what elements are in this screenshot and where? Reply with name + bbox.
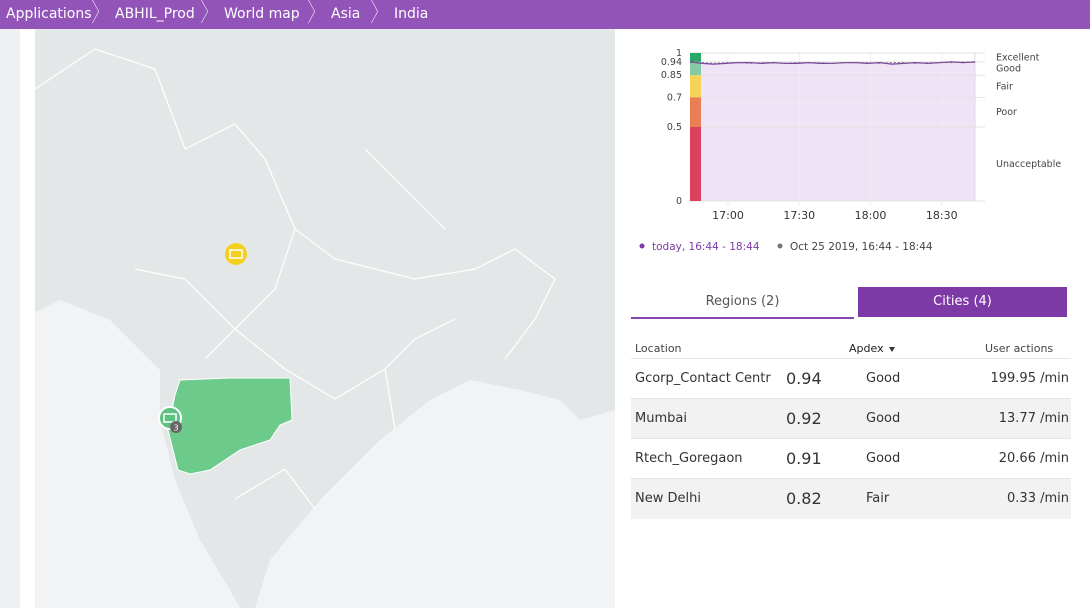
- marker-icon: [163, 413, 177, 423]
- breadcrumb[interactable]: World map: [224, 6, 300, 22]
- column-header[interactable]: Apdex: [849, 342, 884, 355]
- highlighted-region[interactable]: [167, 377, 293, 475]
- table-row[interactable]: Gcorp_Contact Centr 0.94 Good 199.95 /min: [631, 358, 1071, 399]
- tab[interactable]: Regions (2): [631, 287, 854, 319]
- sea: [35, 300, 240, 608]
- marker-icon: [229, 249, 243, 259]
- legend-label: Oct 25 2019, 16:44 - 18:44: [790, 241, 933, 253]
- rating: Good: [866, 371, 901, 386]
- y-tick-label: 0.5: [667, 122, 682, 133]
- legend-dot: [639, 243, 645, 249]
- table-row[interactable]: Mumbai 0.92 Good 13.77 /min: [631, 398, 1071, 439]
- apdex-band: [690, 127, 701, 201]
- apdex-band: [690, 53, 701, 62]
- line: [690, 61, 976, 64]
- band-label: Unacceptable: [996, 159, 1061, 170]
- table-row[interactable]: New Delhi 0.82 Fair 0.33 /min: [631, 478, 1071, 519]
- borders: [35, 48, 556, 510]
- column-header[interactable]: User actions: [985, 342, 1054, 355]
- sea: [255, 380, 615, 608]
- user-actions: 199.95 /min: [990, 371, 1069, 386]
- cluster-count: 3: [173, 424, 178, 433]
- user-actions: 13.77 /min: [998, 411, 1069, 426]
- x-tick-label: 17:30: [783, 209, 815, 222]
- breadcrumb[interactable]: Asia: [331, 6, 361, 22]
- user-actions: 20.66 /min: [998, 451, 1069, 466]
- apdex: 0.94: [786, 369, 822, 388]
- rating: Good: [866, 411, 901, 426]
- table-row[interactable]: Rtech_Goregaon 0.91 Good 20.66 /min: [631, 438, 1071, 479]
- location: Rtech_Goregaon: [635, 451, 743, 466]
- apdex-band: [690, 61, 701, 76]
- separator: [301, 0, 316, 24]
- sort-arrow: [889, 347, 895, 352]
- y-tick-label: 0: [676, 196, 682, 207]
- band-label: Fair: [996, 81, 1013, 92]
- apdex: 0.82: [786, 489, 822, 508]
- legend-label: today, 16:44 - 18:44: [652, 241, 760, 253]
- breadcrumb[interactable]: India: [394, 6, 429, 22]
- x-tick-label: 18:00: [855, 209, 887, 222]
- location: New Delhi: [635, 491, 701, 506]
- separator: [194, 0, 209, 24]
- apdex-band: [690, 75, 701, 98]
- y-tick-label: 1: [676, 48, 682, 59]
- separator: [364, 0, 379, 24]
- sidebar-gutter: [0, 29, 20, 608]
- apdex: 0.92: [786, 409, 822, 428]
- apdex-band: [690, 97, 701, 127]
- breadcrumb-bar: Applications ABHIL_Prod World map Asia I…: [0, 0, 1090, 29]
- location: Mumbai: [635, 411, 687, 426]
- y-tick-label: 0.85: [661, 70, 682, 81]
- x-tick-label: 17:00: [712, 209, 744, 222]
- tab-active[interactable]: Cities (4): [858, 287, 1067, 317]
- user-actions: 0.33 /min: [1007, 491, 1069, 506]
- legend-dot: [777, 243, 783, 249]
- line: [689, 61, 976, 65]
- location: Gcorp_Contact Centr: [635, 371, 771, 386]
- map: 3: [35, 29, 615, 608]
- area: [690, 61, 975, 201]
- y-tick-label: 0.7: [667, 92, 682, 103]
- breadcrumb[interactable]: ABHIL_Prod: [115, 6, 195, 22]
- breadcrumb[interactable]: Applications: [6, 6, 92, 22]
- x-tick-label: 18:30: [926, 209, 958, 222]
- cluster-badge: [170, 421, 182, 433]
- rating: Good: [866, 451, 901, 466]
- y-tick-label: 0.94: [661, 57, 682, 68]
- column-header[interactable]: Location: [635, 342, 682, 355]
- band-label: Excellent: [996, 52, 1040, 63]
- apdex-chart: 0 0.5 0.7 0.85 0.941 17:00 17:30 18:00 18:30 Exce…: [639, 48, 1061, 253]
- city-marker[interactable]: [225, 243, 247, 265]
- apdex: 0.91: [786, 449, 822, 468]
- band-label: Good: [996, 64, 1021, 75]
- rating: Fair: [866, 491, 890, 506]
- band-label: Poor: [996, 107, 1017, 118]
